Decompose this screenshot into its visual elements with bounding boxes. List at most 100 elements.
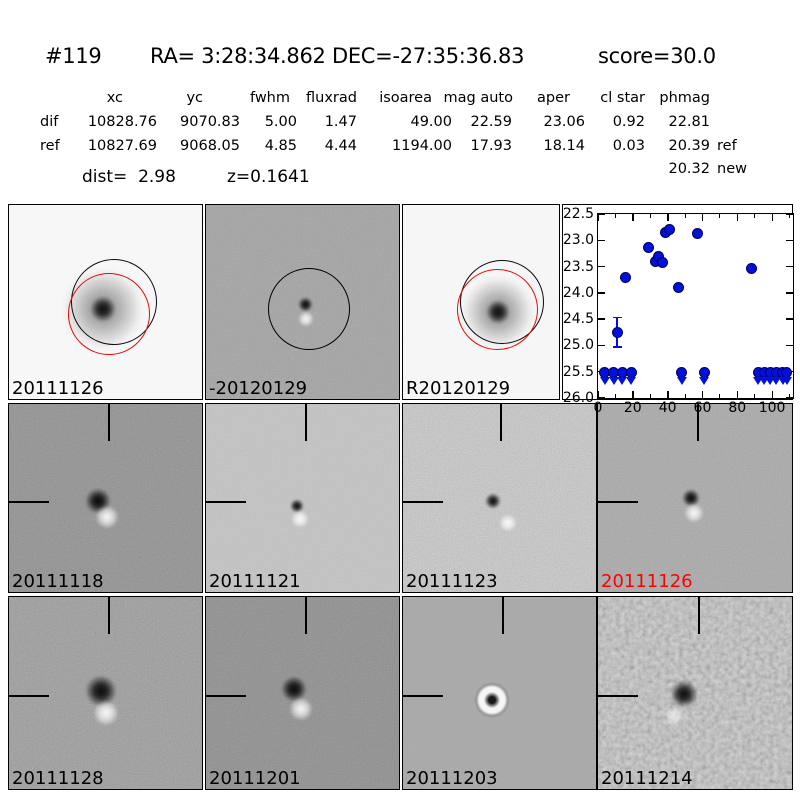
table-cell: 1.47: [324, 114, 357, 130]
y-tick-right: [786, 397, 793, 399]
aperture-circle-red: [457, 269, 538, 350]
crosshair-tick-left: [9, 694, 49, 697]
table-cell: 4.44: [324, 138, 357, 154]
negative-residual: [289, 697, 313, 721]
x-tick: [597, 391, 599, 398]
source-core: [670, 680, 698, 708]
y-tick: [598, 397, 605, 399]
crosshair-tick-top: [108, 404, 111, 441]
y-tick: [598, 265, 605, 268]
negative-residual: [291, 510, 309, 528]
stamp-diff-epoch: 20111201: [205, 596, 400, 790]
y-tick-label: 23.5: [562, 258, 594, 275]
table-header: fwhm: [249, 90, 290, 106]
negative-residual: [93, 700, 119, 726]
noise-overlay: [206, 404, 399, 592]
source-core: [281, 676, 307, 702]
x-tick: [632, 391, 634, 398]
lc-detection: [620, 271, 632, 283]
negative-residual: [499, 514, 517, 532]
crosshair-tick-top: [108, 597, 111, 634]
table-header: cl star: [600, 90, 645, 106]
y-tick-label: 25.0: [562, 337, 594, 354]
table-cell: 22.59: [470, 114, 512, 130]
error-bar-cap: [612, 316, 622, 319]
crosshair-tick-left: [598, 694, 638, 697]
lc-limit-arrow: [608, 376, 619, 385]
dist-value: dist= 2.98: [82, 167, 176, 187]
stamp-date-label: -20120129: [209, 378, 308, 399]
table-header: fluxrad: [306, 90, 357, 106]
crosshair-tick-left: [206, 500, 246, 503]
noise-overlay: [9, 404, 202, 592]
noise-overlay: [598, 404, 792, 592]
x-tick-top: [736, 214, 739, 221]
x-tick-label: 80: [728, 400, 747, 416]
x-tick: [667, 391, 669, 398]
aperture-circle-red: [68, 273, 150, 355]
stamp-date-label: 20111123: [406, 571, 498, 592]
x-minor-tick-top: [614, 214, 616, 218]
x-tick-label: 100: [758, 400, 786, 416]
x-minor-tick: [754, 394, 756, 398]
noise-overlay: [598, 597, 792, 789]
source-core: [682, 489, 700, 507]
crosshair-tick-top: [502, 597, 505, 634]
lc-detection: [691, 227, 703, 239]
table-cell: 22.81: [668, 114, 710, 130]
table-cell: 10827.69: [87, 138, 157, 154]
table-header: yc: [186, 90, 203, 106]
crosshair-tick-top: [696, 404, 699, 441]
table-suffix: ref: [717, 138, 737, 154]
x-minor-tick-top: [789, 214, 791, 218]
photometry-table: xc yc fwhm fluxrad isoarea mag auto aper cl sta…: [0, 0, 800, 200]
crosshair-tick-left: [403, 694, 443, 697]
lc-limit-arrow: [699, 376, 710, 385]
y-tick-right: [786, 213, 793, 215]
table-suffix: new: [717, 161, 747, 177]
table-header: aper: [537, 90, 570, 106]
table-row-label: dif: [40, 114, 59, 130]
stamp-diff-epoch: 20111123: [402, 403, 597, 593]
table-cell: 10828.76: [87, 114, 157, 130]
lc-limit-arrow: [676, 376, 687, 385]
y-tick-label: 22.5: [562, 206, 594, 222]
table-header: isoarea: [379, 90, 432, 106]
x-tick-label: 20: [623, 400, 642, 416]
source-core: [485, 493, 501, 509]
crosshair-tick-top: [499, 404, 502, 441]
x-minor-tick: [684, 394, 686, 398]
table-row-label: ref: [40, 138, 60, 154]
table-cell: 49.00: [410, 114, 452, 130]
stamp-date-label: 20111201: [209, 768, 301, 789]
y-tick-right: [786, 344, 793, 347]
x-tick: [771, 391, 774, 398]
y-tick: [598, 213, 605, 215]
stamp-diff-epoch: 20111128: [8, 596, 203, 790]
x-minor-tick: [719, 394, 721, 398]
y-tick-label: 24.5: [562, 311, 594, 328]
residual-ring: [474, 682, 510, 718]
y-tick-label: 26.0: [562, 390, 594, 406]
crosshair-tick-top: [305, 404, 308, 441]
lc-limit-arrow: [753, 376, 764, 385]
redshift-value: z=0.1641: [227, 167, 310, 187]
table-cell: 9070.83: [180, 114, 240, 130]
light-curve-plot: 0 20 40 60 80 100 22.5 23.0 23.5 24.0 24.5 25.0 25.5…: [563, 206, 794, 416]
y-tick: [598, 292, 605, 294]
stamp-diff-epoch: 20111203: [402, 596, 597, 790]
stamp-reference: R20120129: [402, 204, 560, 400]
table-cell: 23.06: [543, 114, 585, 130]
lc-limit-arrow: [771, 376, 782, 385]
lc-limit-arrow: [599, 376, 610, 385]
stamp-date-label: 20111203: [406, 768, 498, 789]
stamp-diff-epoch: 20111121: [205, 403, 400, 593]
y-tick-right: [786, 292, 793, 294]
stamp-diff-epoch-current: 20111126: [597, 403, 793, 593]
y-tick-right: [786, 239, 793, 242]
table-header: xc: [106, 90, 123, 106]
table-header: phmag: [659, 90, 710, 106]
x-minor-tick-top: [719, 214, 721, 218]
y-tick-label: 24.0: [562, 284, 594, 301]
candidate-id: #119: [45, 44, 102, 68]
